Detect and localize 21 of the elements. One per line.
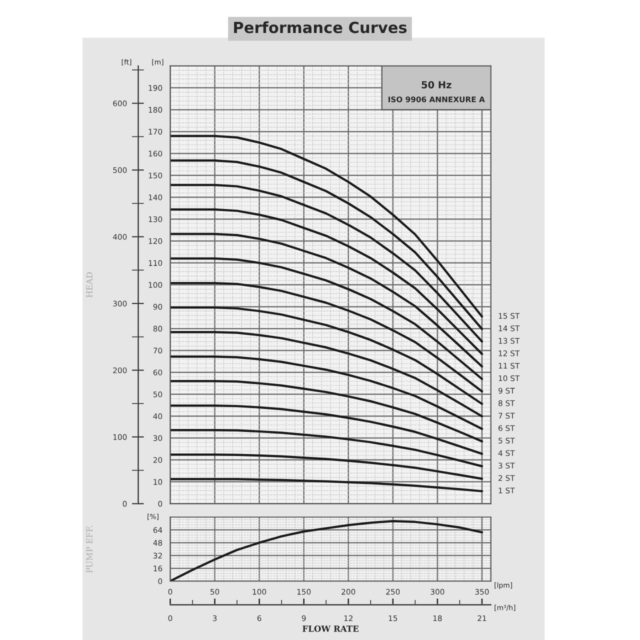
line-series [170, 232, 484, 368]
text: HEAD [86, 272, 92, 298]
line-series [170, 306, 484, 405]
line-series [170, 159, 484, 330]
line-series [170, 282, 484, 393]
line-series [170, 380, 484, 442]
line-series [170, 404, 484, 455]
line-series [170, 520, 484, 582]
x2-axis-title: FLOW RATE [302, 626, 359, 632]
line-series [170, 429, 484, 468]
chart-title: Performance Curves [234, 21, 407, 34]
line-series [170, 355, 484, 430]
y-axis-title: PUMP EFF. [86, 526, 92, 573]
line-series [170, 330, 484, 418]
line-series [170, 478, 484, 492]
line-series [170, 208, 484, 356]
line-series [170, 454, 484, 480]
line-series [170, 134, 484, 318]
line-series [170, 184, 484, 343]
annotation: 50 Hz [422, 81, 452, 88]
line-series [170, 257, 484, 380]
